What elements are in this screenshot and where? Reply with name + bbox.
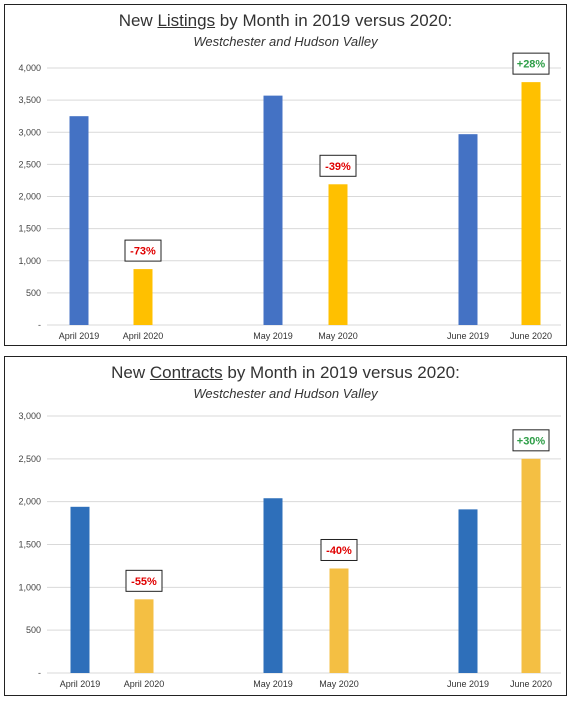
annotation-box bbox=[124, 239, 162, 262]
annotation-label: -55% bbox=[131, 576, 157, 588]
y-tick-label: - bbox=[38, 668, 41, 678]
bar bbox=[521, 82, 541, 325]
y-tick-label: 1,500 bbox=[18, 224, 41, 234]
y-tick-label: 2,000 bbox=[18, 192, 41, 202]
contracts-chart-panel: New Contracts by Month in 2019 versus 20… bbox=[4, 356, 567, 696]
bar bbox=[329, 568, 349, 673]
x-category-label: June 2020 bbox=[510, 331, 552, 341]
chart-subtitle: Westchester and Hudson Valley bbox=[193, 386, 378, 401]
annotation-label: +28% bbox=[517, 59, 546, 71]
annotation-label: -39% bbox=[325, 161, 351, 173]
bar bbox=[70, 506, 90, 673]
contracts-bar-chart: - 500 1,000 1,500 2,000 2,500 3,000 April 2019 A… bbox=[18, 411, 561, 689]
x-category-label: April 2020 bbox=[124, 679, 165, 689]
chart-title: New Contracts by Month in 2019 versus 20… bbox=[111, 363, 460, 382]
y-tick-label: 1,500 bbox=[18, 540, 41, 550]
y-tick-label: 4,000 bbox=[18, 63, 41, 73]
annotation-box bbox=[320, 538, 358, 561]
annotation-box bbox=[512, 52, 550, 75]
bar bbox=[134, 599, 154, 673]
x-category-label: June 2020 bbox=[510, 679, 552, 689]
x-category-label: May 2020 bbox=[319, 679, 359, 689]
y-tick-label: 2,500 bbox=[18, 454, 41, 464]
bar bbox=[521, 458, 541, 673]
y-tick-label: 1,000 bbox=[18, 256, 41, 266]
y-tick-label: 500 bbox=[26, 288, 41, 298]
bar bbox=[69, 116, 89, 325]
bar bbox=[263, 95, 283, 325]
x-category-label: May 2019 bbox=[253, 679, 293, 689]
annotation-box bbox=[512, 429, 550, 452]
y-tick-label: 500 bbox=[26, 625, 41, 635]
x-category-label: April 2019 bbox=[59, 331, 100, 341]
y-tick-label: 1,000 bbox=[18, 582, 41, 592]
bar bbox=[328, 184, 348, 325]
annotation-box bbox=[125, 569, 163, 592]
y-tick-label: - bbox=[38, 320, 41, 330]
bar bbox=[133, 269, 153, 325]
annotation-box bbox=[319, 154, 357, 177]
x-category-label: June 2019 bbox=[447, 331, 489, 341]
x-category-label: April 2019 bbox=[60, 679, 101, 689]
bar bbox=[458, 134, 478, 325]
y-tick-label: 2,000 bbox=[18, 497, 41, 507]
annotation-label: -40% bbox=[326, 545, 352, 557]
x-category-label: June 2019 bbox=[447, 679, 489, 689]
x-category-label: May 2019 bbox=[253, 331, 293, 341]
chart-subtitle: Westchester and Hudson Valley bbox=[193, 34, 378, 49]
chart-title: New Listings by Month in 2019 versus 202… bbox=[118, 11, 453, 30]
listings-chart-panel: New Listings by Month in 2019 versus 202… bbox=[4, 4, 567, 346]
x-category-label: April 2020 bbox=[123, 331, 164, 341]
y-tick-label: 3,000 bbox=[18, 411, 41, 421]
annotation-label: +30% bbox=[517, 435, 546, 447]
x-category-label: May 2020 bbox=[318, 331, 358, 341]
y-tick-label: 3,000 bbox=[18, 127, 41, 137]
y-tick-label: 3,500 bbox=[18, 95, 41, 105]
y-tick-label: 2,500 bbox=[18, 159, 41, 169]
annotation-label: -73% bbox=[130, 246, 156, 258]
bar bbox=[458, 509, 478, 673]
bar bbox=[263, 498, 283, 673]
listings-bar-chart: - 500 1,000 1,500 2,000 2,500 3,000 3,500 4,000 A… bbox=[18, 52, 561, 341]
